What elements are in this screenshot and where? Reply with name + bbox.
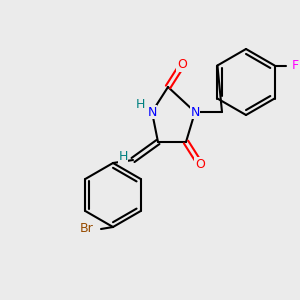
Text: F: F — [292, 59, 299, 72]
Text: N: N — [147, 106, 157, 118]
Text: Br: Br — [80, 223, 94, 236]
Text: N: N — [190, 106, 200, 118]
Text: O: O — [177, 58, 187, 71]
Text: H: H — [135, 98, 145, 110]
Text: O: O — [195, 158, 205, 170]
Text: H: H — [118, 151, 128, 164]
